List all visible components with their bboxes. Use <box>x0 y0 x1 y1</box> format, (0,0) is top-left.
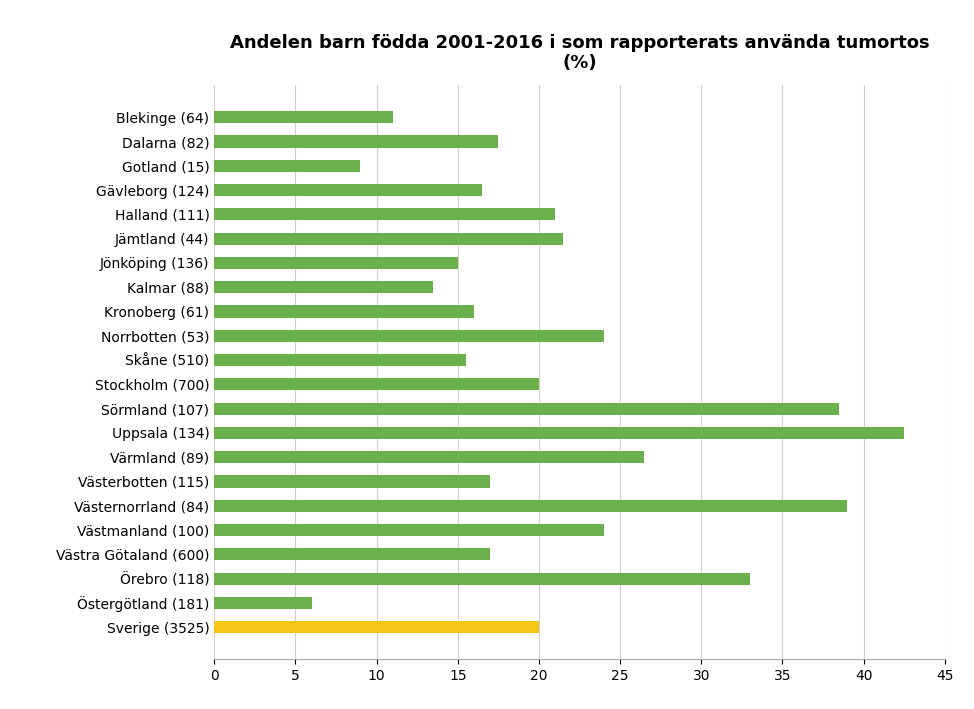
Bar <box>214 403 840 415</box>
Bar <box>214 379 539 391</box>
Bar <box>214 354 466 366</box>
Bar <box>214 208 555 220</box>
Bar <box>214 330 604 342</box>
Bar <box>214 306 474 318</box>
Bar <box>214 257 458 269</box>
Title: Andelen barn födda 2001-2016 i som rapporterats använda tumortos
(%): Andelen barn födda 2001-2016 i som rappo… <box>230 33 929 72</box>
Bar <box>214 500 847 512</box>
Bar <box>214 233 563 245</box>
Bar <box>214 451 645 463</box>
Bar <box>214 621 539 633</box>
Bar <box>214 111 393 123</box>
Bar <box>214 160 360 172</box>
Bar <box>214 281 433 294</box>
Bar <box>214 548 490 560</box>
Bar <box>214 184 482 196</box>
Bar <box>214 524 604 536</box>
Bar <box>214 597 312 609</box>
Bar <box>214 427 904 439</box>
Bar <box>214 476 490 488</box>
Bar <box>214 135 499 147</box>
Bar <box>214 573 750 585</box>
